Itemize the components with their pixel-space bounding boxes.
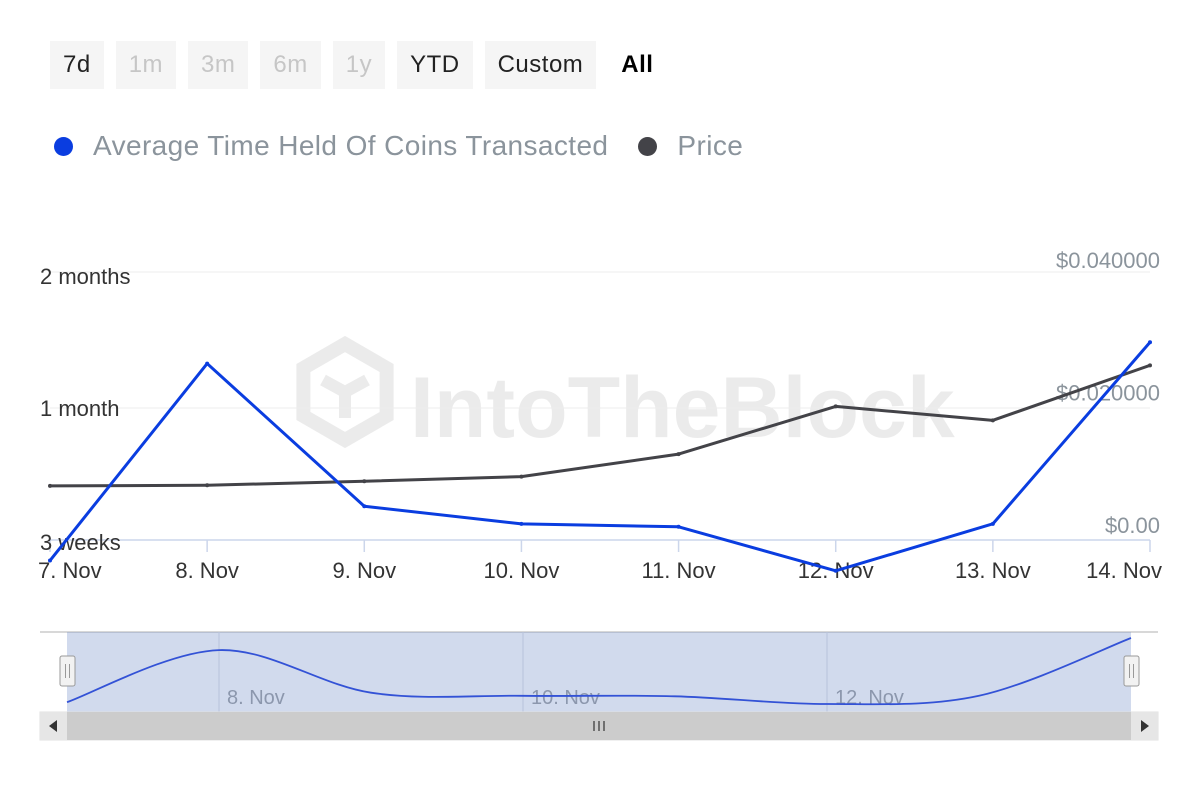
avg-time-held-point-7[interactable] — [1148, 340, 1152, 345]
legend-dot-avg-time-held — [54, 136, 73, 156]
range-button-ytd[interactable]: YTD — [397, 41, 473, 89]
x-tick-label-4: 11. Nov — [641, 558, 715, 583]
range-button-3m: 3m — [188, 41, 249, 89]
y-left-tick-label-0: 3 weeks — [40, 530, 121, 555]
x-tick-label-0: 7. Nov — [38, 558, 102, 583]
range-button-1m: 1m — [115, 41, 177, 89]
legend-item-avg-time-held[interactable]: Average Time Held Of Coins Transacted — [54, 130, 608, 162]
x-tick-label-1: 8. Nov — [175, 558, 239, 583]
price-point-0[interactable] — [48, 483, 52, 488]
range-button-custom[interactable]: Custom — [484, 41, 597, 89]
legend-label-price: Price — [677, 130, 744, 161]
price-point-2[interactable] — [362, 479, 367, 484]
avg-time-held-point-1[interactable] — [205, 361, 210, 366]
chart-legend: Average Time Held Of Coins Transacted Pr… — [54, 130, 773, 162]
range-button-all[interactable]: All — [621, 51, 654, 78]
navigator-handle-left[interactable] — [59, 655, 76, 687]
avg-time-held-point-4[interactable] — [676, 524, 681, 529]
series-line-price — [49, 363, 1151, 488]
avg-time-held-point-6[interactable] — [990, 521, 995, 526]
x-tick-label-2: 9. Nov — [332, 558, 396, 583]
price-point-3[interactable] — [519, 474, 524, 479]
x-tick-label-7: 14. Nov — [1086, 558, 1162, 583]
grip-lines-icon — [593, 721, 605, 731]
x-tick-label-6: 13. Nov — [955, 558, 1031, 583]
legend-dot-price — [638, 136, 658, 156]
legend-label-avg-time-held: Average Time Held Of Coins Transacted — [93, 130, 609, 161]
grip-handle-icon — [1123, 655, 1140, 687]
avg-time-held-point-2[interactable] — [362, 504, 367, 509]
avg-time-held-point-5[interactable] — [833, 568, 838, 573]
watermark-logo-icon — [296, 335, 394, 449]
navigator-label-0: 8. Nov — [227, 687, 285, 709]
scrollbar-left-button[interactable] — [40, 712, 67, 740]
y-right-tick-label-0: $0.00 — [1105, 513, 1160, 538]
y-left-tick-label-2: 2 months — [40, 264, 131, 289]
arrow-right-icon — [1141, 720, 1149, 732]
scrollbar-right-button[interactable] — [1131, 712, 1158, 740]
navigator-mask[interactable] — [67, 632, 1131, 712]
scrollbar[interactable] — [39, 711, 1159, 741]
navigator-label-1: 10. Nov — [531, 687, 600, 709]
y-left-tick-label-1: 1 month — [40, 396, 120, 421]
avg-time-held-point-3[interactable] — [519, 521, 524, 526]
price-point-7[interactable] — [1148, 363, 1152, 368]
gridlines — [50, 271, 1150, 409]
range-button-1y: 1y — [332, 41, 386, 89]
navigator-handle-right[interactable] — [1123, 655, 1140, 687]
grip-handle-icon — [59, 655, 76, 687]
avg-time-held-point-0[interactable] — [48, 558, 52, 563]
price-point-1[interactable] — [205, 483, 210, 488]
navigator[interactable]: 8. Nov 10. Nov 12. Nov — [40, 631, 1158, 712]
intotheblock-watermark: IntoTheBlock — [296, 335, 955, 456]
range-button-6m: 6m — [260, 41, 321, 89]
x-tick-label-3: 10. Nov — [484, 558, 560, 583]
price-point-6[interactable] — [990, 418, 995, 423]
arrow-left-icon — [49, 720, 57, 732]
y-right-tick-label-2: $0.040000 — [1056, 248, 1160, 273]
legend-item-price[interactable]: Price — [638, 130, 743, 162]
navigator-label-2: 12. Nov — [835, 687, 904, 709]
price-point-5[interactable] — [833, 404, 838, 409]
series-line-avg-time-held — [48, 341, 1152, 573]
range-selector: 7d 1m 3m 6m 1y YTD Custom All — [50, 41, 666, 89]
navigator-series-line — [66, 637, 1132, 706]
price-point-4[interactable] — [676, 452, 681, 457]
range-button-7d[interactable]: 7d — [50, 41, 104, 89]
